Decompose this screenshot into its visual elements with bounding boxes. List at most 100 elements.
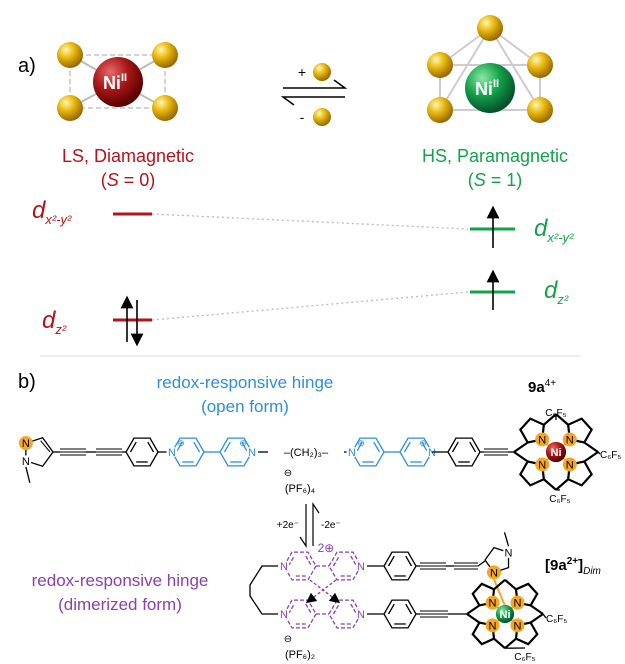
charge: ⊕ [419, 438, 427, 448]
atom-label: N [513, 598, 521, 610]
atom-bg [246, 446, 258, 458]
atom-sphere [527, 52, 553, 78]
bond [513, 451, 529, 463]
panel-label-part: b) [18, 371, 36, 393]
ring [447, 437, 481, 467]
ring [328, 599, 362, 629]
bond [543, 413, 557, 426]
substituent: C₆F₅ [545, 408, 566, 419]
atom-label-part: N [513, 598, 521, 610]
atom-label: N [280, 609, 288, 621]
correlation-line [151, 213, 469, 230]
counterion-part: (PF₆)₂ [285, 649, 315, 661]
methyl [25, 466, 31, 483]
linker-part: –(CH₂)₃– [284, 447, 329, 459]
atom-label: N [357, 609, 365, 621]
bond [466, 604, 481, 615]
bond [193, 441, 201, 453]
compound-label: 9a4+ [528, 378, 556, 396]
bond [387, 603, 395, 615]
bond [542, 613, 547, 619]
spin-label-part: S [107, 170, 119, 190]
substituent-part: C₆F₅ [600, 450, 621, 461]
bond [529, 613, 544, 624]
highlight [562, 432, 577, 447]
hinge-label-part: redox-responsive hinge [32, 571, 209, 590]
atom-bg [355, 560, 367, 572]
atom-label: N [538, 460, 546, 472]
sign-part: + [298, 64, 306, 80]
bond [493, 578, 506, 591]
correlation-line [151, 291, 469, 321]
atom-sphere [427, 97, 453, 123]
atom-label: N [348, 447, 356, 459]
atom-label: Ni [551, 447, 562, 459]
ring [25, 436, 54, 468]
atom-label: N [538, 434, 546, 446]
bond [332, 555, 340, 567]
metal-label-part: Ni [103, 73, 121, 93]
hinge-label-part: (open form) [201, 397, 289, 416]
atom-label-part: N [428, 447, 436, 459]
atom-label-part: N [22, 438, 30, 450]
spin-label-part: ( [101, 170, 107, 190]
state-label-part: LS, Diamagnetic [62, 146, 194, 166]
highlight [510, 595, 525, 610]
ring [125, 437, 159, 467]
substituent-part: C₆F₅ [545, 408, 566, 419]
orbital-label-part: z² [54, 322, 67, 337]
ring [283, 551, 317, 581]
orbital-label-part: x²-y² [546, 230, 574, 245]
panel-label: a) [18, 55, 36, 77]
ring [566, 460, 593, 487]
highlight [18, 436, 33, 451]
bond [305, 603, 313, 615]
bond [355, 441, 363, 453]
bond [513, 441, 529, 453]
atom-label: N [248, 447, 256, 459]
bond [451, 441, 459, 453]
orbital-label-part: d [32, 197, 46, 224]
bond [583, 451, 599, 463]
atom-label: N [505, 547, 513, 559]
bond [387, 555, 395, 567]
substituent: C₆F₅ [514, 652, 535, 663]
bond [405, 603, 413, 615]
substituent: C₆F₅ [546, 614, 567, 625]
geometry-edge [489, 27, 541, 111]
compound-label-part: Dim [583, 566, 601, 577]
compound-label: [9a2+]Dim [545, 556, 601, 577]
bond [555, 413, 569, 426]
bond [287, 603, 295, 615]
charge: 2⊕ [318, 541, 335, 555]
charge-part: ⊕ [177, 438, 185, 448]
atom-label: N [22, 438, 30, 450]
sign: + [298, 64, 306, 80]
state-label: LS, Diamagnetic [62, 146, 194, 166]
charge-part: ⊕ [239, 438, 247, 448]
bond [421, 441, 429, 453]
atom-label-part: Ni [551, 447, 562, 459]
atom-sphere [545, 441, 567, 463]
counterion: (PF₆)₄ [285, 483, 316, 495]
ring [328, 551, 362, 581]
geometry-edge [439, 27, 491, 111]
ring [383, 599, 417, 629]
panel-label: b) [18, 371, 36, 393]
ring [471, 582, 496, 607]
redox-label-part: +2e⁻ [277, 520, 299, 531]
atom-label: N [489, 598, 497, 610]
charge: ⊖ [284, 634, 292, 645]
bond [305, 555, 313, 567]
atom-label: N [489, 620, 497, 632]
panel-label-part: a) [18, 55, 36, 77]
atom-sphere [465, 63, 515, 113]
atom-label-part: N [566, 460, 574, 472]
metal-label-part: Ni [475, 79, 493, 99]
coordination [493, 578, 506, 607]
atom-bg [346, 446, 358, 458]
bond [350, 555, 358, 567]
bond [504, 578, 517, 591]
atom-label-part: N [348, 447, 356, 459]
